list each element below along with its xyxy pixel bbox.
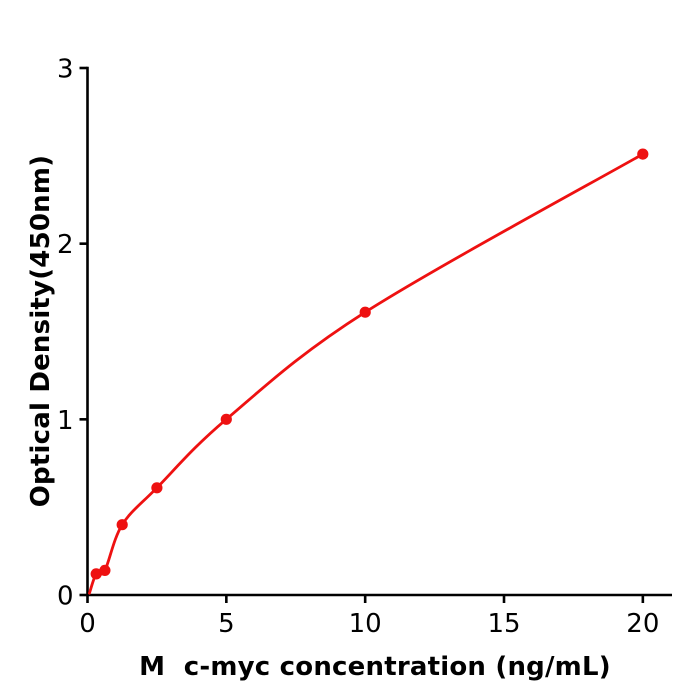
x-tick-label: 15: [487, 609, 520, 639]
data-point: [116, 519, 128, 531]
data-point: [220, 413, 232, 425]
y-tick-label: 3: [57, 55, 74, 85]
data-point: [90, 568, 102, 580]
data-point: [99, 564, 111, 577]
x-tick-label: 10: [349, 609, 382, 639]
data-point: [151, 482, 163, 494]
data-point: [359, 306, 371, 318]
data-point: [637, 148, 649, 160]
x-tick-label: 5: [218, 609, 235, 639]
x-axis-title: M c-myc concentration (ng/mL): [139, 652, 611, 682]
y-tick-label: 2: [57, 230, 74, 260]
axes-spines: [86, 66, 672, 597]
y-axis-title: Optical Density(450nm): [26, 154, 56, 508]
y-tick-label: 0: [57, 582, 74, 612]
x-tick-label: 20: [626, 609, 659, 639]
standard-fit-curve: [88, 152, 645, 595]
x-tick-label: 0: [79, 609, 96, 639]
y-tick-label: 1: [57, 406, 74, 436]
